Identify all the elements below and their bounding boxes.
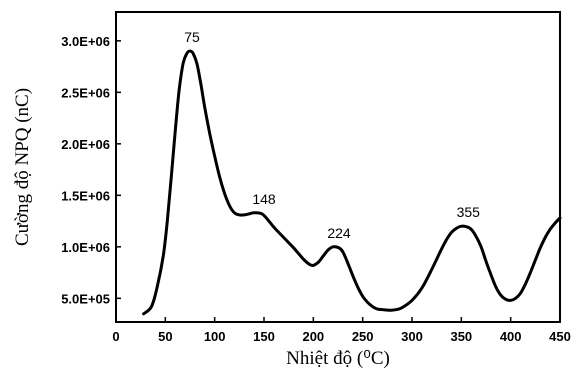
series-line	[142, 49, 562, 316]
peak-label: 224	[327, 225, 351, 241]
x-axis-ticks: 0 50 100 150 200 250 300 350 400 450	[112, 317, 571, 344]
y-axis-title: Cường độ NPQ (nC)	[12, 88, 33, 246]
x-tick-label: 0	[112, 329, 119, 344]
plot-frame	[115, 11, 561, 323]
y-tick-label: 5.0E+05	[61, 291, 110, 306]
peak-label: 75	[184, 29, 200, 45]
x-tick-label: 250	[352, 329, 374, 344]
x-tick-label: 400	[500, 329, 522, 344]
peak-label: 355	[457, 204, 481, 220]
x-tick-label: 150	[253, 329, 275, 344]
y-tick-label: 1.5E+06	[61, 188, 110, 203]
x-tick-label: 450	[549, 329, 571, 344]
y-tick-label: 1.0E+06	[61, 240, 110, 255]
peak-label: 148	[252, 191, 276, 207]
x-tick-label: 350	[450, 329, 472, 344]
x-tick-label: 50	[158, 329, 172, 344]
x-tick-label: 300	[401, 329, 423, 344]
peak-annotations: 75 148 224 355	[184, 29, 480, 241]
x-tick-label: 100	[204, 329, 226, 344]
x-tick-label: 200	[302, 329, 324, 344]
y-tick-label: 3.0E+06	[61, 34, 110, 49]
y-tick-label: 2.5E+06	[61, 85, 110, 100]
y-tick-label: 2.0E+06	[61, 137, 110, 152]
x-axis-title: Nhiệt độ (⁰C)	[286, 348, 390, 369]
y-axis-ticks: 5.0E+05 1.0E+06 1.5E+06 2.0E+06 2.5E+06 3.0E+…	[61, 34, 121, 306]
